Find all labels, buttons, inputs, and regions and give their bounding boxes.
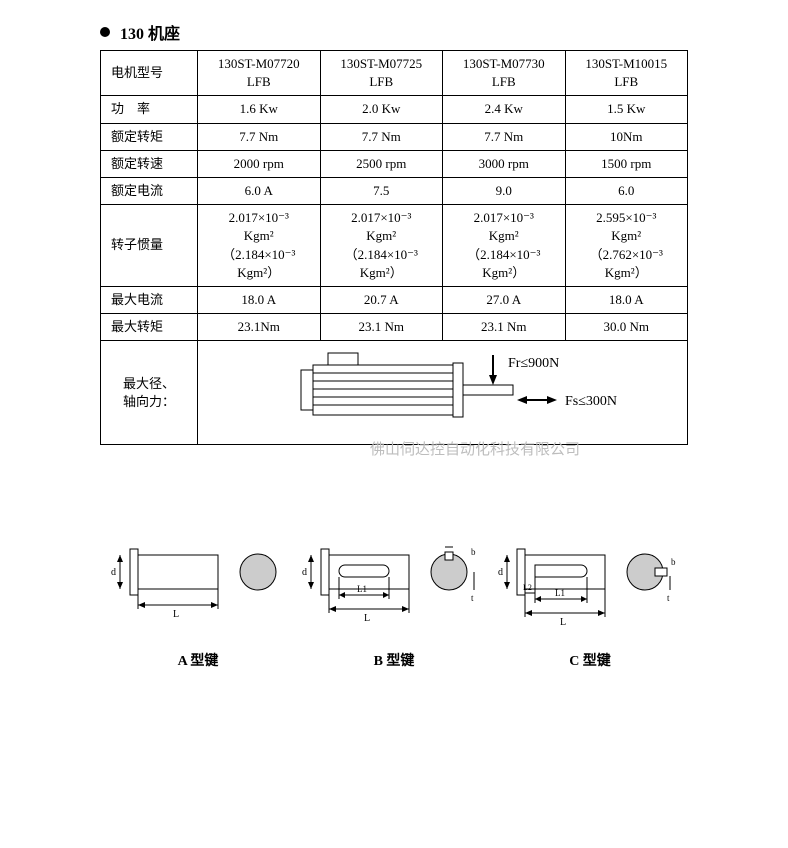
label-model: 电机型号 [101,51,198,96]
row-force: 最大径、轴向力： [101,341,688,445]
cell-speed-0: 2000 rpm [198,150,321,177]
cell-maxcur-0: 18.0 A [198,286,321,313]
row-power: 功 率 1.6 Kw 2.0 Kw 2.4 Kw 1.5 Kw [101,96,688,123]
cell-current-1: 7.5 [320,177,443,204]
section-title-text: 130 机座 [120,20,180,44]
svg-text:L: L [173,609,179,620]
diagram-b-label: B 型键 [296,650,492,670]
cell-inertia-3: 2.595×10⁻³ Kgm² （2.762×10⁻³ Kgm²） [565,205,688,287]
cell-power-3: 1.5 Kw [565,96,688,123]
svg-text:t: t [471,593,474,603]
diagram-c: d L2 L1 L b [492,535,688,670]
cell-inertia-2: 2.017×10⁻³ Kgm² （2.184×10⁻³ Kgm²） [443,205,566,287]
svg-text:t: t [667,593,670,603]
fs-label: Fs≤300N [565,394,617,409]
section-title: 130 机座 [100,20,688,44]
key-b-icon: d L1 L b [299,535,489,635]
diagram-c-label: C 型键 [492,650,688,670]
cell-model-3: 130ST-M10015LFB [565,51,688,96]
diagram-a: d L A 型键 [100,535,296,670]
label-speed: 额定转速 [101,150,198,177]
svg-text:L1: L1 [555,588,565,598]
cell-power-0: 1.6 Kw [198,96,321,123]
row-torque: 额定转矩 7.7 Nm 7.7 Nm 7.7 Nm 10Nm [101,123,688,150]
label-max-current: 最大电流 [101,286,198,313]
cell-torque-0: 7.7 Nm [198,123,321,150]
cell-inertia-1: 2.017×10⁻³ Kgm² （2.184×10⁻³ Kgm²） [320,205,443,287]
cell-maxtq-1: 23.1 Nm [320,314,443,341]
svg-text:d: d [111,567,116,578]
cell-maxtq-3: 30.0 Nm [565,314,688,341]
cell-maxcur-1: 20.7 A [320,286,443,313]
cell-torque-2: 7.7 Nm [443,123,566,150]
row-current: 额定电流 6.0 A 7.5 9.0 6.0 [101,177,688,204]
cell-power-2: 2.4 Kw [443,96,566,123]
svg-text:d: d [302,567,307,578]
cell-maxtq-0: 23.1Nm [198,314,321,341]
cell-inertia-0: 2.017×10⁻³ Kgm² （2.184×10⁻³ Kgm²） [198,205,321,287]
row-max-torque: 最大转矩 23.1Nm 23.1 Nm 23.1 Nm 30.0 Nm [101,314,688,341]
row-model: 电机型号 130ST-M07720LFB 130ST-M07725LFB 130… [101,51,688,96]
row-speed: 额定转速 2000 rpm 2500 rpm 3000 rpm 1500 rpm [101,150,688,177]
svg-text:d: d [498,567,503,578]
force-diagram-cell: Fr≤900N Fs≤300N [198,341,688,445]
cell-maxcur-2: 27.0 A [443,286,566,313]
motor-diagram-icon: Fr≤900N Fs≤300N [253,345,633,435]
cell-torque-1: 7.7 Nm [320,123,443,150]
label-torque: 额定转矩 [101,123,198,150]
spec-table: 电机型号 130ST-M07720LFB 130ST-M07725LFB 130… [100,50,688,445]
cell-maxcur-3: 18.0 A [565,286,688,313]
fr-label: Fr≤900N [508,356,559,371]
cell-model-0: 130ST-M07720LFB [198,51,321,96]
cell-speed-3: 1500 rpm [565,150,688,177]
cell-current-3: 6.0 [565,177,688,204]
svg-text:L2: L2 [523,583,532,592]
svg-text:b: b [671,557,676,567]
cell-speed-2: 3000 rpm [443,150,566,177]
row-inertia: 转子惯量 2.017×10⁻³ Kgm² （2.184×10⁻³ Kgm²） 2… [101,205,688,287]
cell-model-2: 130ST-M07730LFB [443,51,566,96]
diagram-b: d L1 L b [296,535,492,670]
key-c-icon: d L2 L1 L b [495,535,685,635]
svg-text:L: L [364,613,370,624]
cell-maxtq-2: 23.1 Nm [443,314,566,341]
key-diagrams: d L A 型键 [100,535,688,670]
svg-text:b: b [471,547,476,557]
label-force: 最大径、轴向力： [101,341,198,445]
key-a-icon: d L [108,535,288,635]
cell-speed-1: 2500 rpm [320,150,443,177]
bullet-icon [100,27,110,37]
cell-model-1: 130ST-M07725LFB [320,51,443,96]
cell-torque-3: 10Nm [565,123,688,150]
cell-current-0: 6.0 A [198,177,321,204]
cell-power-1: 2.0 Kw [320,96,443,123]
svg-text:L: L [560,617,566,628]
label-power: 功 率 [101,96,198,123]
row-max-current: 最大电流 18.0 A 20.7 A 27.0 A 18.0 A [101,286,688,313]
label-max-torque: 最大转矩 [101,314,198,341]
diagram-a-label: A 型键 [100,650,296,670]
label-current: 额定电流 [101,177,198,204]
label-inertia: 转子惯量 [101,205,198,287]
svg-text:L1: L1 [357,584,367,594]
cell-current-2: 9.0 [443,177,566,204]
